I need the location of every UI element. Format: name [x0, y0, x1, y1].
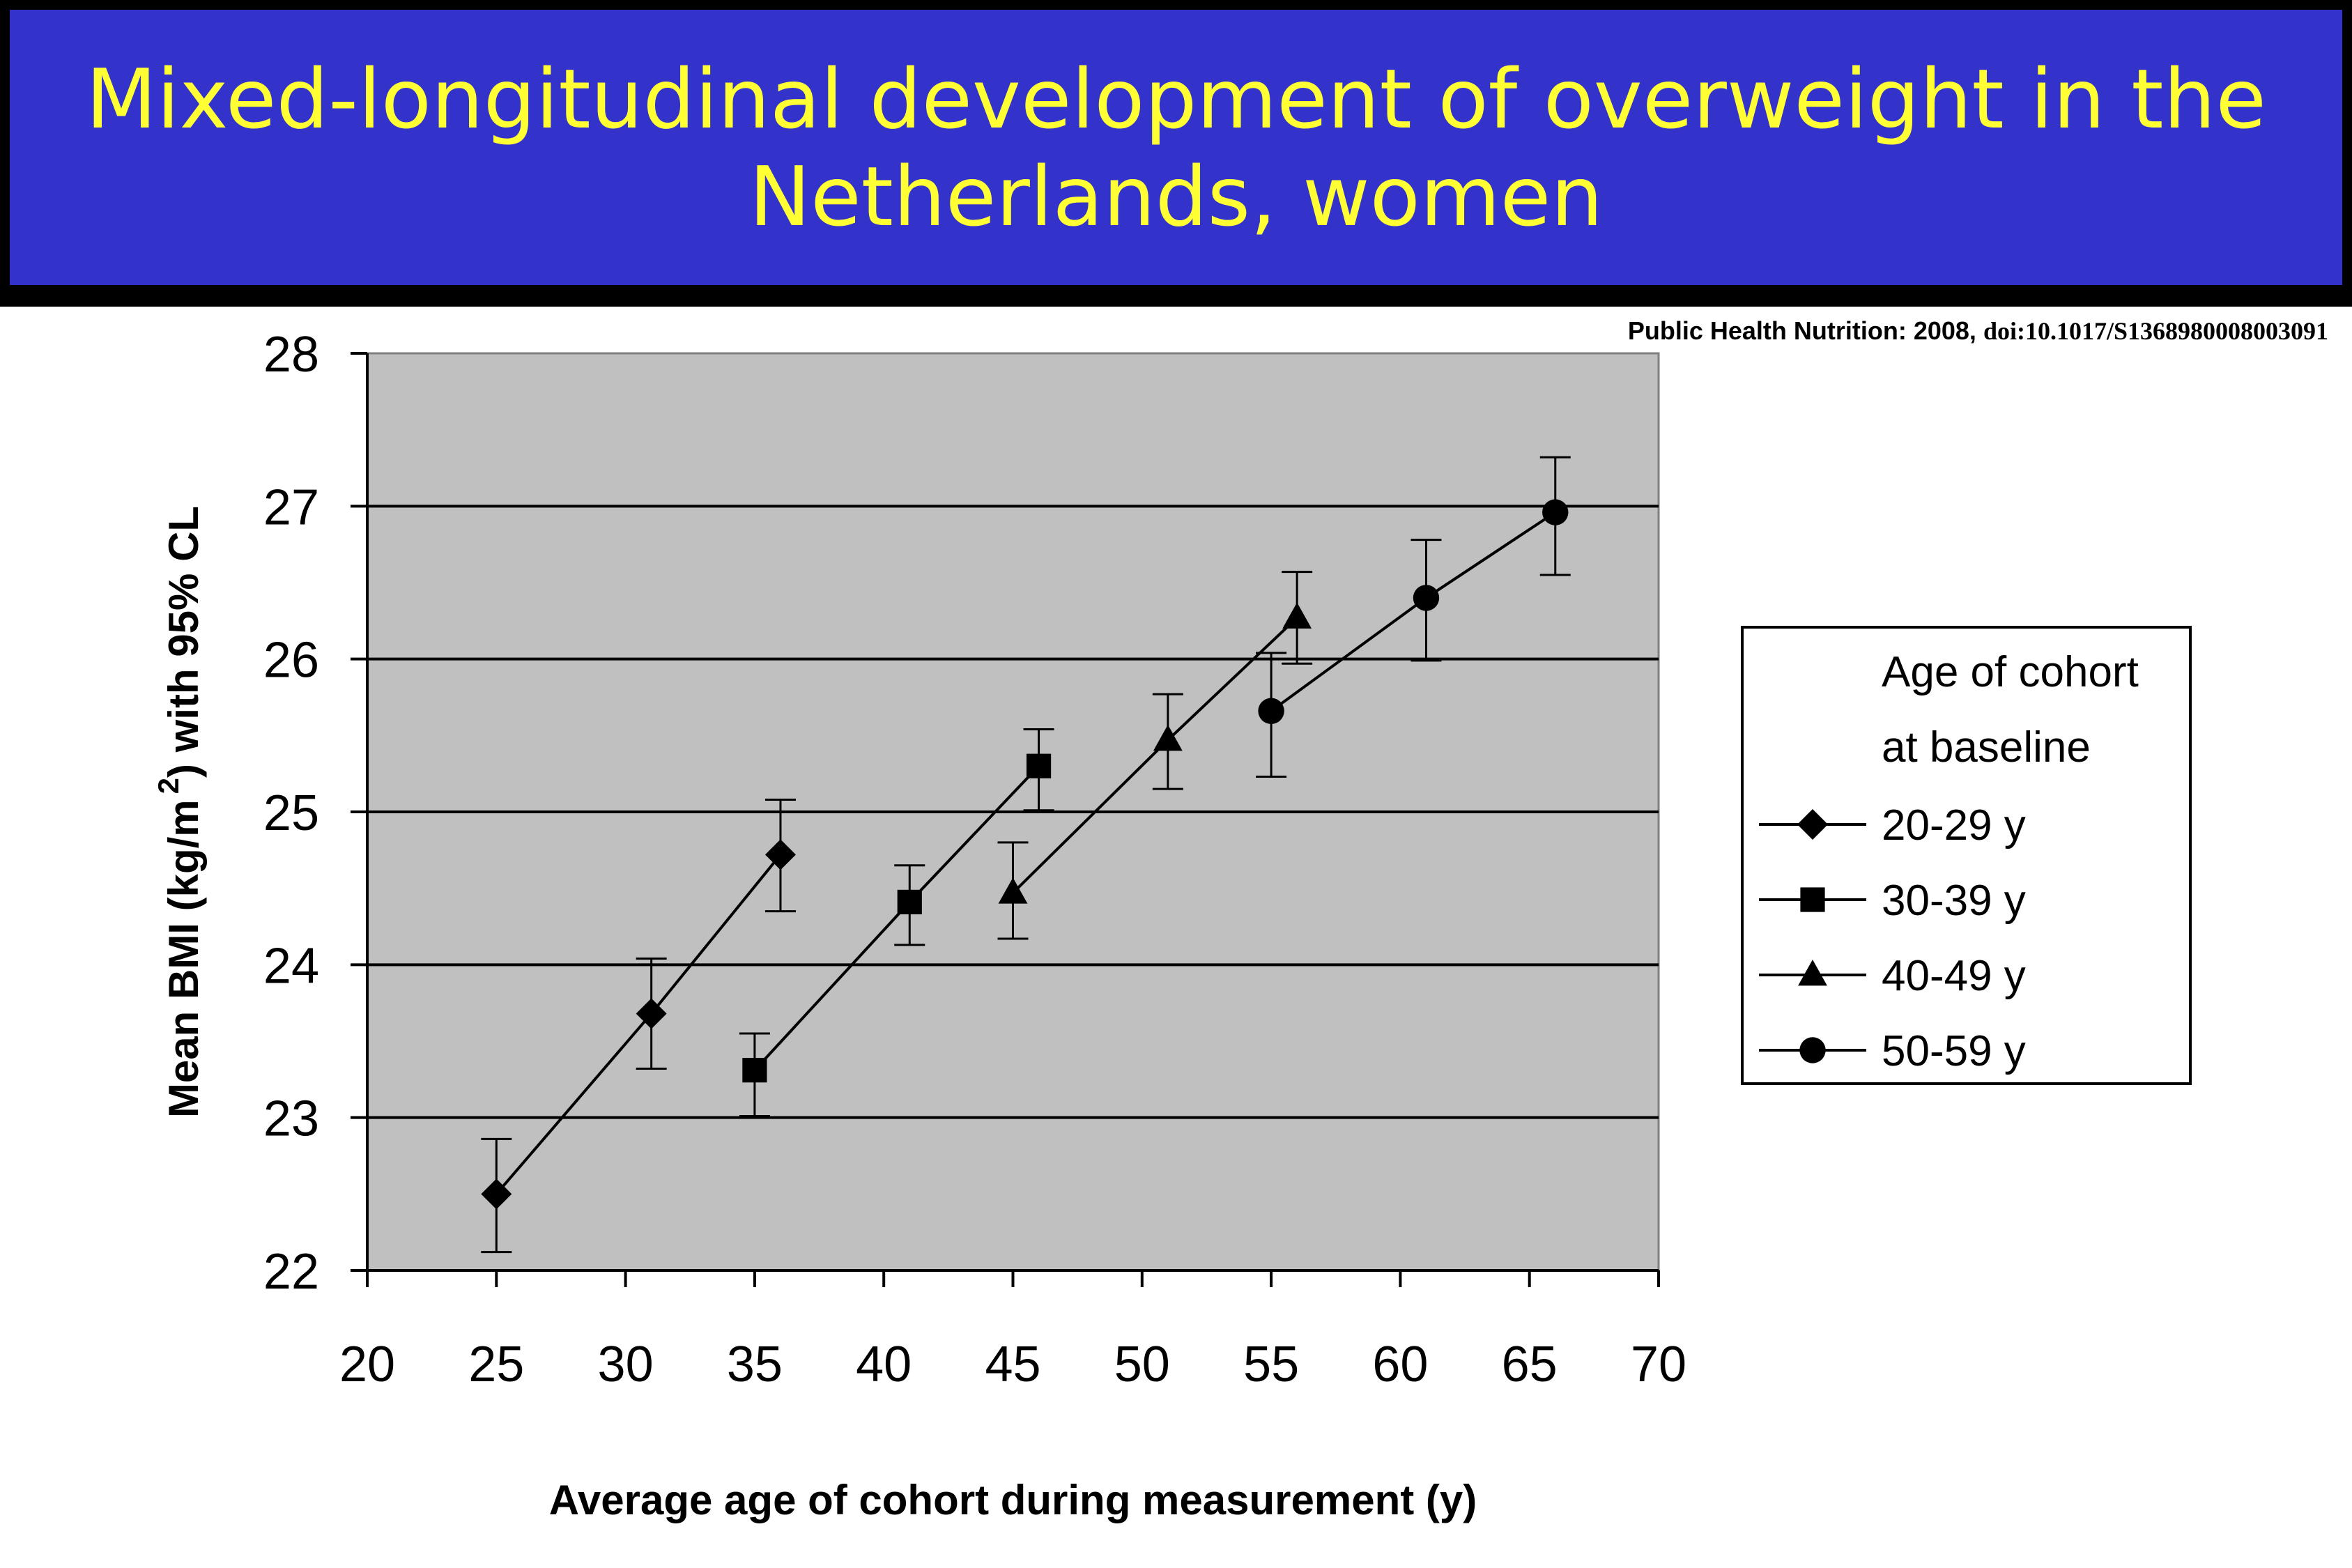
y-axis-title-superscript: 2 — [152, 778, 185, 794]
series-diamond — [481, 798, 796, 1254]
legend-items: 20-29 y 30-39 y 40-49 y 50-59 y — [1759, 801, 2026, 1075]
citation-doi: doi:10.1017/S1368980008003091 — [1983, 317, 2328, 345]
y-axis-title-main: Mean BMI (kg/m — [160, 799, 207, 1118]
chart-title-line-2: Netherlands, women — [748, 148, 1604, 245]
x-tick-label: 70 — [1631, 1337, 1686, 1392]
data-point — [636, 998, 667, 1029]
x-tick-label: 50 — [1114, 1337, 1170, 1392]
x-tick-label: 65 — [1502, 1337, 1558, 1392]
y-axis-ticks: 22 23 24 25 26 27 28 — [263, 327, 367, 1300]
chart-title-line-1: Mixed-longitudinal development of overwe… — [86, 50, 2266, 147]
y-axis-title-end: ) with 95% CL — [160, 506, 207, 778]
data-point — [1258, 698, 1284, 724]
y-axis-title: Mean BMI (kg/m 2) with 95% CL — [152, 506, 207, 1118]
legend-item: 40-49 y — [1759, 952, 2026, 1000]
x-tick-label: 60 — [1372, 1337, 1428, 1392]
series-triangle — [997, 571, 1313, 940]
data-point — [897, 889, 922, 915]
series-circle — [1256, 456, 1571, 778]
y-tick-label: 28 — [263, 327, 319, 383]
x-tick-label: 20 — [339, 1337, 395, 1392]
x-tick-label: 30 — [598, 1337, 654, 1392]
y-tick-label: 22 — [263, 1244, 319, 1300]
legend-marker — [1800, 887, 1825, 912]
legend-item: 30-39 y — [1759, 877, 2026, 925]
y-tick-label: 25 — [263, 785, 319, 841]
title-bar: Mixed-longitudinal development of overwe… — [0, 0, 2352, 307]
citation: Public Health Nutrition: 2008, doi:10.10… — [1628, 316, 2328, 346]
citation-journal: Public Health Nutrition: 2008, — [1627, 316, 1976, 345]
data-point — [1282, 602, 1312, 629]
y-tick-label: 24 — [263, 938, 319, 994]
legend-label: 50-59 y — [1882, 1027, 2026, 1075]
legend-marker — [1799, 1037, 1826, 1063]
series-layer — [481, 456, 1571, 1254]
data-point — [1413, 585, 1440, 611]
x-tick-label: 45 — [985, 1337, 1040, 1392]
legend-title-line-2: at baseline — [1882, 723, 2091, 771]
series-square — [739, 728, 1054, 1117]
gridlines — [367, 505, 1659, 1119]
data-point — [742, 1058, 767, 1083]
data-point — [998, 877, 1028, 904]
y-tick-label: 26 — [263, 633, 319, 689]
legend: Age of cohort at baseline 20-29 y 30-39 y… — [1741, 626, 2192, 1085]
legend-marker — [1798, 960, 1827, 986]
data-point — [764, 839, 796, 870]
x-tick-label: 55 — [1243, 1337, 1299, 1392]
data-point — [1026, 753, 1052, 778]
legend-label: 20-29 y — [1882, 801, 2026, 850]
y-tick-label: 27 — [263, 479, 319, 535]
legend-box — [1741, 626, 2192, 1085]
x-tick-label: 35 — [727, 1337, 783, 1392]
x-tick-label: 25 — [468, 1337, 524, 1392]
legend-label: 40-49 y — [1882, 952, 2026, 1000]
legend-item: 20-29 y — [1759, 801, 2026, 850]
legend-label: 30-39 y — [1882, 877, 2026, 925]
legend-item: 50-59 y — [1759, 1027, 2026, 1075]
y-tick-label: 23 — [263, 1091, 319, 1147]
title-box: Mixed-longitudinal development of overwe… — [10, 10, 2342, 285]
x-axis-ticks: 20 25 30 35 40 45 50 55 60 65 70 — [339, 1270, 1686, 1392]
legend-marker — [1797, 809, 1828, 840]
x-tick-label: 40 — [856, 1337, 912, 1392]
data-point — [1153, 724, 1183, 751]
data-point — [1542, 499, 1569, 525]
data-point — [481, 1178, 512, 1210]
legend-title-line-1: Age of cohort — [1882, 648, 2139, 696]
x-axis-title: Average age of cohort during measurement… — [549, 1477, 1477, 1523]
